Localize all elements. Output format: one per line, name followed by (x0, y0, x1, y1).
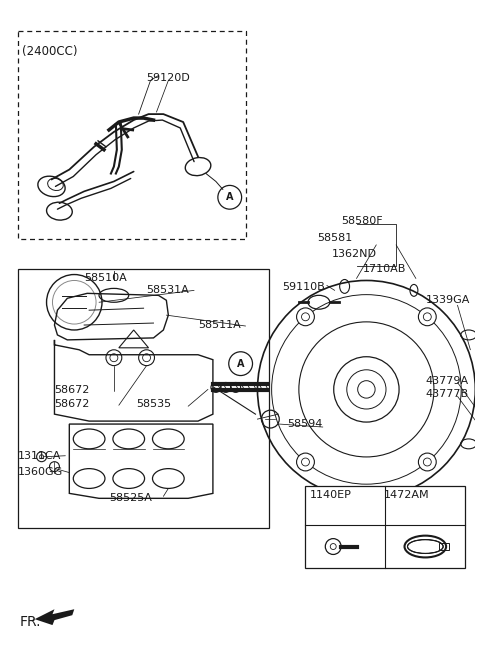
Text: 43779A: 43779A (426, 376, 469, 386)
Text: FR.: FR. (20, 615, 41, 629)
Text: 58525A: 58525A (109, 493, 152, 503)
Text: 58531A: 58531A (146, 285, 189, 296)
Text: 58511A: 58511A (198, 320, 241, 330)
Bar (439, 543, 449, 551)
Text: 1140EP: 1140EP (310, 490, 352, 501)
Bar (18, 269, 269, 528)
Circle shape (419, 308, 436, 326)
Text: 59120D: 59120D (146, 72, 190, 83)
Text: 58535: 58535 (137, 399, 172, 409)
Ellipse shape (408, 539, 443, 553)
Text: 58510A: 58510A (84, 273, 127, 283)
Circle shape (218, 185, 241, 209)
Text: (2400CC): (2400CC) (22, 45, 77, 58)
Circle shape (419, 453, 436, 471)
Text: 59110B: 59110B (282, 283, 325, 292)
Circle shape (297, 308, 314, 326)
Text: A: A (226, 193, 233, 202)
Text: 58594: 58594 (287, 419, 323, 429)
Bar (18, 31, 246, 239)
Circle shape (229, 351, 252, 376)
Text: 1360GG: 1360GG (18, 466, 63, 476)
Text: 58580F: 58580F (342, 216, 383, 226)
Text: 58672: 58672 (54, 386, 90, 396)
Text: 1339GA: 1339GA (426, 296, 470, 306)
Text: 1472AM: 1472AM (384, 490, 430, 501)
Polygon shape (35, 609, 74, 625)
Text: 1710AB: 1710AB (362, 263, 406, 273)
Text: A: A (237, 359, 244, 369)
Text: 1311CA: 1311CA (18, 451, 61, 461)
Text: 1362ND: 1362ND (332, 249, 377, 259)
Bar (305, 486, 466, 568)
Circle shape (297, 453, 314, 471)
Text: 43777B: 43777B (426, 390, 469, 399)
Text: 58581: 58581 (317, 233, 352, 243)
Text: 58672: 58672 (54, 399, 90, 409)
